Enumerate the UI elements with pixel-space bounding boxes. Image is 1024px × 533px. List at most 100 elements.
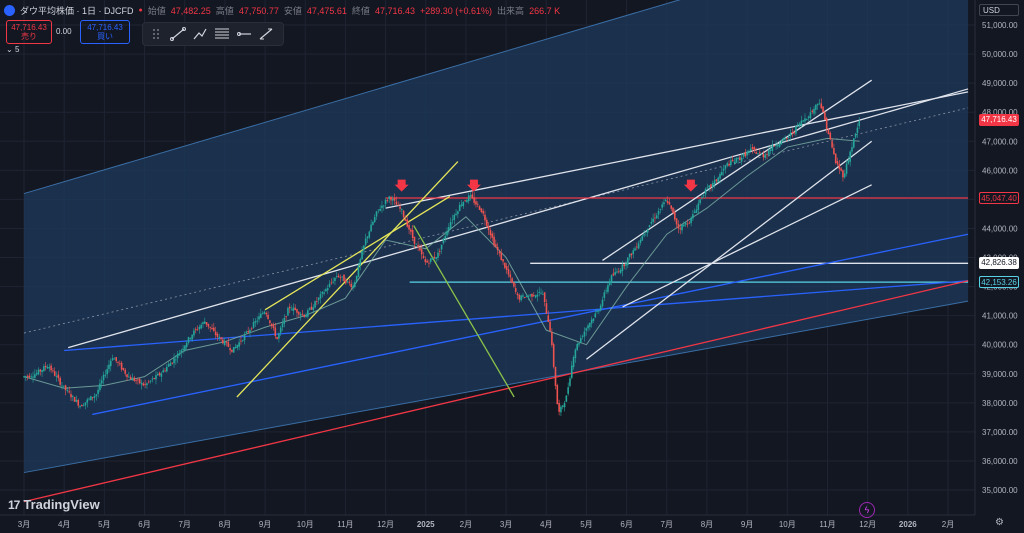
currency-selector[interactable]: USD — [979, 4, 1019, 16]
candle-body — [249, 330, 251, 333]
y-tick-label: 44,000.00 — [982, 224, 1018, 233]
candle-body — [95, 394, 98, 396]
candle-body — [616, 271, 618, 273]
candle-body — [455, 213, 457, 215]
buy-price: 47,716.43 — [87, 23, 123, 32]
candle-body — [73, 397, 76, 402]
candle-body — [748, 150, 750, 153]
brand-name: TradingView — [23, 497, 100, 512]
candle-body — [780, 140, 783, 145]
candle-body — [661, 204, 663, 208]
candle-body — [222, 339, 224, 344]
candle-body — [509, 274, 512, 278]
candle-body — [355, 275, 358, 282]
candle-body — [406, 219, 409, 227]
candle-body — [370, 224, 372, 232]
candle-body — [542, 293, 544, 295]
candle-body — [323, 292, 325, 294]
candle-body — [551, 331, 553, 345]
sell-button[interactable]: 47,716.43 売り — [6, 20, 52, 44]
candle-body — [128, 376, 130, 378]
candle-body — [730, 160, 732, 166]
candle-body — [377, 209, 380, 211]
candle-body — [807, 116, 810, 119]
candle-body — [561, 405, 564, 407]
candle-body — [153, 378, 155, 379]
horizontal-ray-tool-icon[interactable] — [235, 26, 253, 42]
candle-body — [164, 370, 166, 372]
candle-body — [478, 206, 481, 210]
candle-body — [151, 378, 154, 380]
x-axis[interactable]: 3月 4月 5月 6月 7月 8月 9月 10月 11月 12月 2025 2月 3月 4月 5月 6月 7月 8… — [0, 514, 975, 533]
candle-body — [758, 152, 761, 154]
candle-body — [502, 259, 504, 262]
candle-body — [194, 329, 197, 330]
measure-tool-icon[interactable] — [257, 26, 275, 42]
candle-body — [321, 292, 324, 294]
candle-body — [480, 208, 483, 212]
candle-body — [842, 170, 844, 178]
indicator-toggle[interactable]: ⌄ 5 — [6, 45, 19, 54]
gear-icon[interactable]: ⚙ — [995, 517, 1004, 528]
candle-body — [789, 132, 792, 137]
trend-line-tool-icon[interactable] — [169, 26, 187, 42]
candle-body — [287, 307, 289, 316]
candle-body — [603, 292, 606, 298]
candle-body — [23, 376, 25, 378]
candle-body — [726, 163, 729, 166]
candle-body — [243, 334, 246, 341]
buy-button[interactable]: 47,716.43 買い — [80, 20, 130, 44]
high-value: 47,750.77 — [238, 5, 279, 16]
candle-body — [634, 248, 636, 251]
candle-body — [639, 239, 642, 243]
candle-body — [704, 188, 707, 195]
candle-body — [200, 324, 202, 329]
candle-body — [231, 349, 233, 352]
candle-body — [825, 117, 828, 130]
candle-body — [281, 323, 284, 328]
lightning-icon[interactable]: ϟ — [859, 502, 875, 518]
ma-line — [23, 137, 860, 389]
candle-body — [547, 315, 550, 322]
drag-handle-icon[interactable] — [147, 26, 165, 42]
candle-body — [111, 358, 114, 361]
candle-body — [234, 346, 237, 349]
candle-body — [453, 214, 456, 220]
candle-body — [184, 345, 186, 351]
candle-body — [167, 364, 170, 367]
candle-body — [809, 112, 812, 119]
candle-body — [448, 227, 450, 231]
candle-body — [382, 205, 385, 207]
candle-body — [831, 141, 833, 148]
candle-body — [711, 182, 714, 188]
candle-body — [395, 201, 398, 205]
candle-body — [815, 104, 817, 110]
candle-body — [39, 369, 42, 372]
x-tick-label: 7月 — [661, 520, 673, 529]
candle-body — [213, 327, 215, 331]
candle-body — [178, 353, 181, 356]
candle-body — [388, 196, 390, 200]
candle-body — [599, 305, 602, 311]
candle-body — [354, 282, 356, 287]
candle-body — [429, 258, 432, 262]
path-tool-icon[interactable] — [191, 26, 209, 42]
candle-body — [373, 217, 376, 223]
candle-body — [851, 147, 853, 152]
candle-body — [363, 245, 365, 251]
candle-body — [829, 132, 832, 140]
candle-body — [739, 157, 741, 161]
candle-body — [672, 207, 674, 214]
candle-body — [654, 217, 656, 219]
candle-body — [417, 245, 419, 248]
candle-body — [719, 173, 721, 179]
down-arrow-icon — [683, 179, 698, 192]
candle-body — [122, 368, 125, 370]
y-tick-label: 47,000.00 — [982, 137, 1018, 146]
candle-body — [585, 328, 588, 331]
fib-tool-icon[interactable] — [213, 26, 231, 42]
candle-body — [805, 118, 808, 120]
symbol-name[interactable]: ダウ平均株価 · 1日 · DJCFD — [20, 6, 134, 16]
close-label: 終値 — [351, 6, 370, 16]
